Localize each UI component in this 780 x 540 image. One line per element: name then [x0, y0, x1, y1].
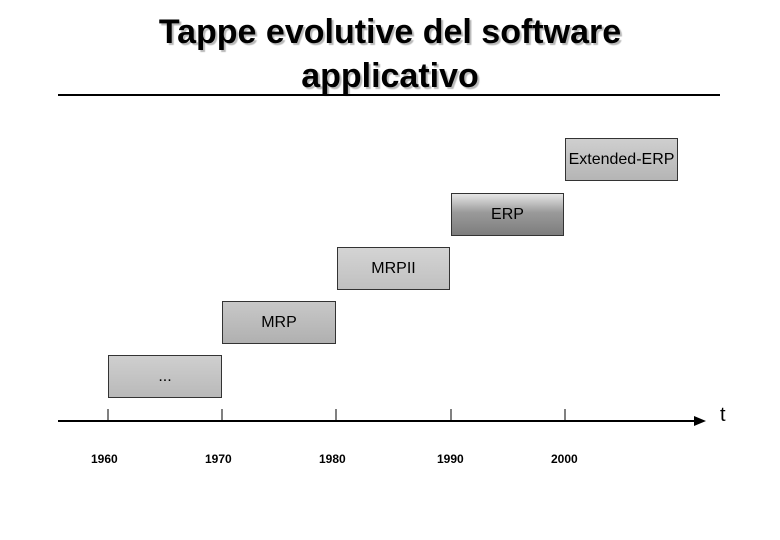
year-label-2000: 2000 — [551, 452, 578, 466]
year-label-1990: 1990 — [437, 452, 464, 466]
stage-box-erp: ERP — [451, 193, 564, 236]
stage-label-extended-erp: Extended-ERP — [568, 150, 675, 168]
year-label-1960: 1960 — [91, 452, 118, 466]
title-line-2: applicativo — [301, 57, 479, 95]
title-line-1: Tappe evolutive del software — [158, 13, 622, 51]
axis-label-t: t — [720, 404, 726, 426]
year-label-1970: 1970 — [205, 452, 232, 466]
stage-label-erp: ERP — [491, 205, 524, 223]
stage-label-mrpii: MRPII — [371, 259, 416, 277]
title-underline — [58, 94, 720, 96]
stage-label-mrp: MRP — [261, 313, 297, 331]
year-label-1980: 1980 — [319, 452, 346, 466]
stage-box-mrpii: MRPII — [337, 247, 450, 290]
stage-label-earlier: ... — [158, 367, 172, 385]
slide-title: Tappe evolutive del software applicativo — [0, 10, 780, 98]
stage-box-earlier: ... — [108, 355, 222, 398]
stage-box-mrp: MRP — [222, 301, 336, 344]
axis-arrowhead — [694, 416, 706, 426]
stage-box-extended-erp: Extended-ERP — [565, 138, 678, 181]
